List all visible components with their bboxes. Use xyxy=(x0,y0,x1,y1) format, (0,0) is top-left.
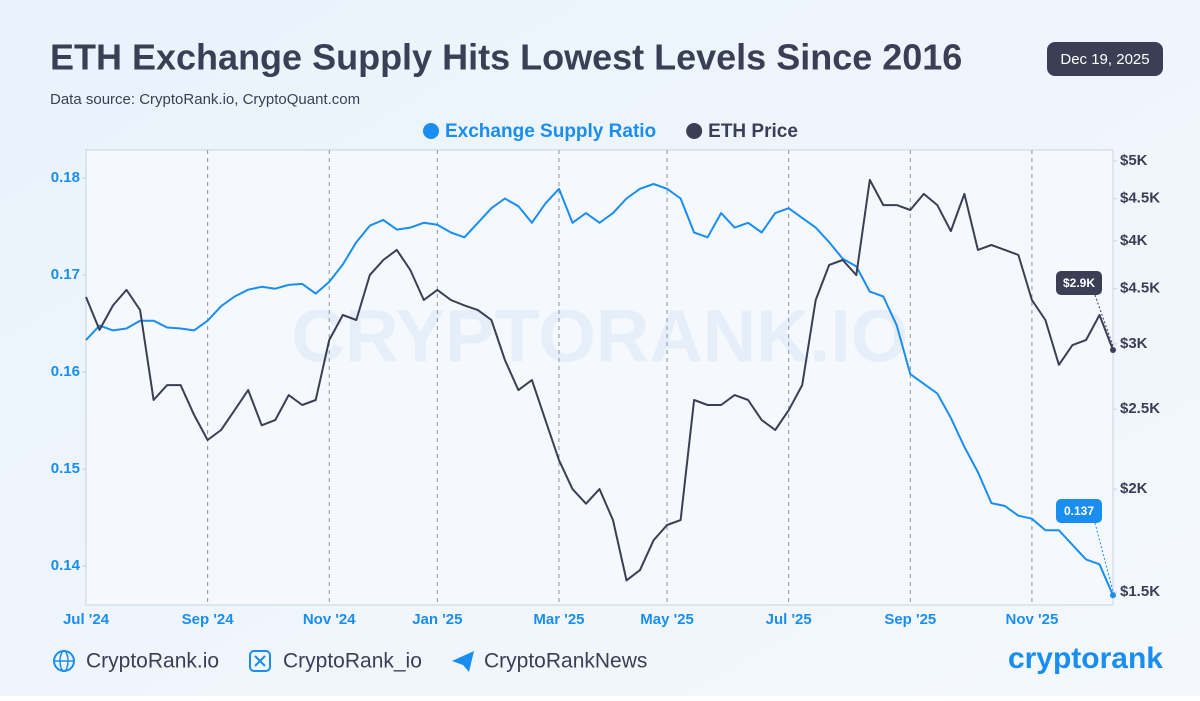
series-line xyxy=(85,183,1114,596)
y2-tick-label: $2K xyxy=(1120,480,1148,497)
x-tick-label: Nov '25 xyxy=(1006,611,1059,628)
callout-label: 0.137 xyxy=(1064,504,1094,518)
date-badge xyxy=(1047,42,1163,76)
y2-tick-label: $1.5K xyxy=(1120,583,1160,600)
end-point xyxy=(1110,592,1116,599)
y-tick-label: 0.14 xyxy=(51,557,81,574)
legend-swatch xyxy=(686,123,703,139)
x-tick-label: Jan '25 xyxy=(412,611,462,628)
callout-box xyxy=(1056,499,1102,523)
y2-tick-label: $5K xyxy=(1120,152,1148,169)
logo: cryptorank xyxy=(1008,642,1163,675)
y2-tick-label: $4.5K xyxy=(1120,190,1160,207)
callout-line xyxy=(1094,294,1114,347)
y-tick-label: 0.18 xyxy=(51,169,80,186)
y-tick-label: 0.15 xyxy=(51,460,80,477)
watermark: CRYPTORANK.IO xyxy=(292,295,909,378)
y-tick-label: 0.16 xyxy=(51,363,80,380)
y-tick-label: 0.17 xyxy=(51,266,80,283)
callout-box xyxy=(1056,271,1102,295)
telegram-icon xyxy=(452,651,474,672)
footer: CryptoRank.io CryptoRank_io CryptoRankNe… xyxy=(53,642,1163,675)
x-tick-label: Sep '24 xyxy=(182,611,235,628)
y2-tick-label: $2.5K xyxy=(1120,400,1160,417)
x-tick-label: Sep '25 xyxy=(884,611,936,628)
x-tick-label: Nov '24 xyxy=(303,611,356,628)
x-tick-label: Jul '24 xyxy=(63,611,110,628)
x-tick-label: Mar '25 xyxy=(533,611,584,628)
footer-link[interactable]: CryptoRank_io xyxy=(283,650,422,673)
legend-swatch xyxy=(423,123,439,139)
x-tick-label: May '25 xyxy=(640,611,694,628)
footer-link[interactable]: CryptoRankNews xyxy=(484,650,647,673)
legend-label: ETH Price xyxy=(708,121,798,142)
legend: Exchange Supply Ratio ETH Price xyxy=(423,121,798,142)
series-line xyxy=(85,178,1114,582)
date-text: Dec 19, 2025 xyxy=(1060,51,1149,68)
chart-title: ETH Exchange Supply Hits Lowest Levels S… xyxy=(50,37,962,78)
callout-label: $2.9K xyxy=(1063,276,1095,290)
plot-area xyxy=(85,149,1114,606)
y2-tick-label: $3K xyxy=(1120,335,1148,352)
chart-subtitle: Data source: CryptoRank.io, CryptoQuant.… xyxy=(50,91,360,108)
x-tick-label: Jul '25 xyxy=(766,611,812,628)
y2-tick-label: $4.5K xyxy=(1120,280,1160,297)
x-icon xyxy=(249,650,271,672)
legend-label: Exchange Supply Ratio xyxy=(445,121,656,142)
y2-tick-label: $4K xyxy=(1120,232,1148,249)
end-point xyxy=(1110,347,1116,354)
x-icon-mark xyxy=(254,655,266,667)
footer-link[interactable]: CryptoRank.io xyxy=(86,650,219,673)
